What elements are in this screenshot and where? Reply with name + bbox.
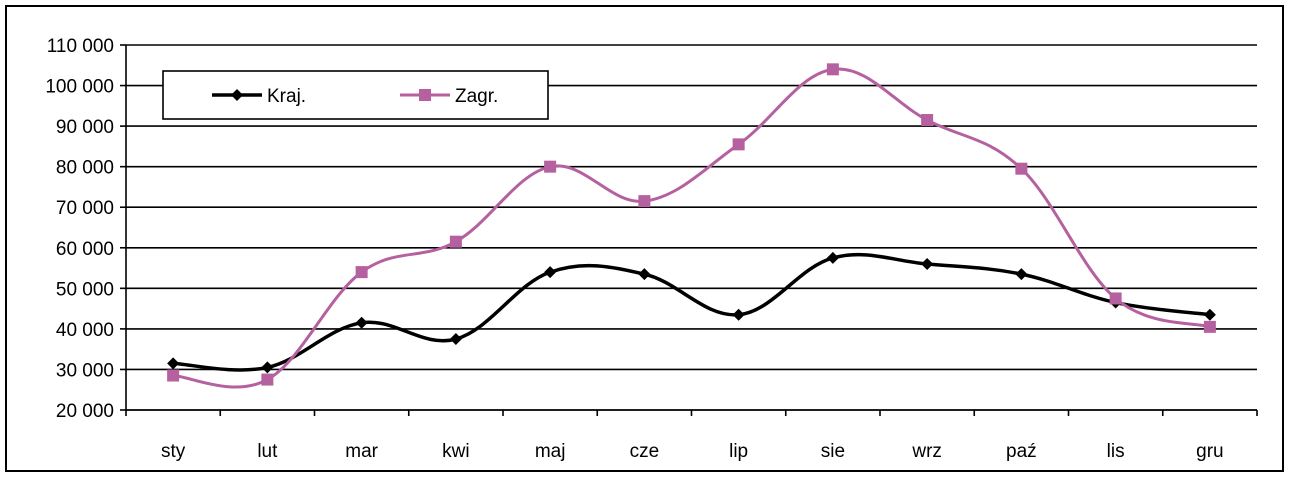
x-tick-label: lis <box>1107 441 1125 462</box>
y-tick-label: 30 000 <box>56 360 114 381</box>
x-tick-label: sty <box>161 441 186 462</box>
x-tick-label: sie <box>821 441 845 462</box>
y-tick-label: 90 000 <box>56 117 114 138</box>
x-tick-label: lip <box>729 441 748 462</box>
x-tick-labels: sty lut mar kwi maj cze lip sie wrz paź lis gru <box>161 441 1224 462</box>
legend-entry: Zagr. <box>400 86 498 107</box>
x-tick-label: kwi <box>442 441 469 462</box>
data-point <box>167 357 180 370</box>
data-point <box>1109 292 1122 305</box>
axes <box>120 44 1258 416</box>
data-point <box>638 268 651 281</box>
y-tick-label: 70 000 <box>56 198 114 219</box>
data-point <box>732 138 745 151</box>
data-point <box>826 251 839 264</box>
data-point <box>732 308 745 321</box>
series-zagr <box>167 63 1216 389</box>
y-tick-label: 100 000 <box>45 77 114 98</box>
y-tick-label: 20 000 <box>56 401 114 422</box>
legend-marker <box>231 89 243 101</box>
data-point <box>449 235 462 248</box>
y-tick-label: 80 000 <box>56 158 114 179</box>
y-tick-labels: 20 000 30 000 40 000 50 000 60 000 70 000 80 0… <box>45 36 114 422</box>
series-line <box>172 67 1211 389</box>
legend-label: Zagr. <box>455 86 498 107</box>
legend-box <box>162 70 549 120</box>
legend-marker <box>419 89 431 101</box>
data-point <box>921 114 934 127</box>
data-point <box>355 316 368 329</box>
x-tick-label: mar <box>345 441 378 462</box>
data-point <box>1015 268 1028 281</box>
legend-entry: Kraj. <box>212 86 306 107</box>
series-line <box>173 252 1211 372</box>
data-point <box>638 195 651 208</box>
x-tick-label: maj <box>535 441 566 462</box>
legend: Kraj. Zagr. <box>162 70 549 120</box>
data-point <box>1203 320 1216 333</box>
legend-label: Kraj. <box>267 86 306 107</box>
series-kraj <box>167 251 1216 374</box>
data-point <box>167 369 180 382</box>
x-tick-label: wrz <box>911 441 942 462</box>
y-tick-label: 110 000 <box>47 36 114 57</box>
data-point <box>449 333 462 346</box>
data-point <box>544 160 557 173</box>
x-tick-label: paź <box>1006 441 1037 462</box>
data-point <box>1203 308 1216 321</box>
data-point <box>261 361 274 374</box>
series-lines <box>167 63 1216 389</box>
x-tick-label: lut <box>257 441 278 462</box>
x-tick-label: gru <box>1196 441 1223 462</box>
y-tick-label: 40 000 <box>56 320 114 341</box>
data-point <box>1015 162 1028 175</box>
data-point <box>826 63 839 76</box>
data-point <box>921 258 934 270</box>
x-tick-label: cze <box>630 441 660 462</box>
y-tick-label: 60 000 <box>56 239 114 260</box>
data-point <box>261 373 274 386</box>
data-point <box>544 266 557 279</box>
data-point <box>355 266 368 279</box>
y-tick-label: 50 000 <box>56 279 114 300</box>
